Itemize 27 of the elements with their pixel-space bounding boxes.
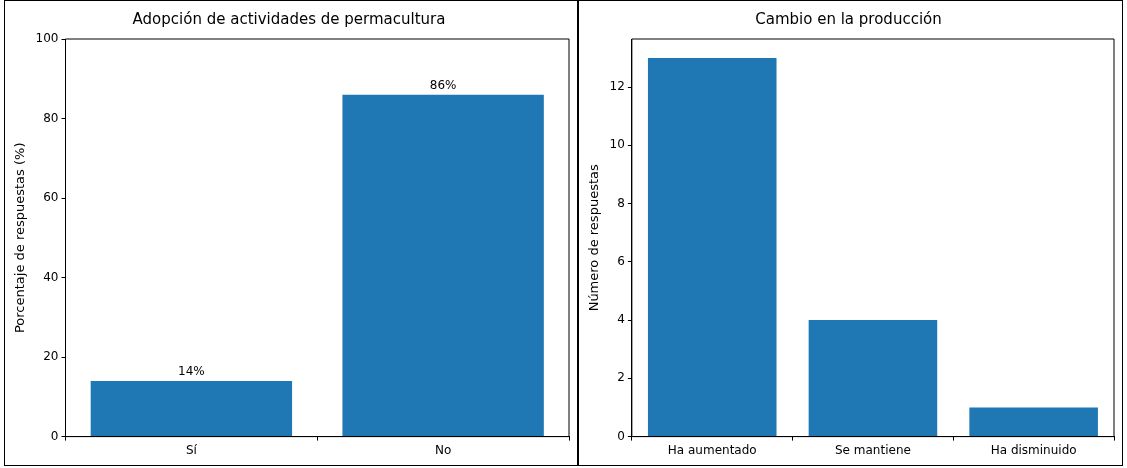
y-tick-label: 12 [609, 79, 625, 94]
y-tick-label: 0 [617, 428, 625, 443]
y-tick-label: 80 [43, 110, 59, 125]
bar [808, 320, 938, 437]
chart-title: Adopción de actividades de permacultura [132, 9, 446, 28]
x-tick-label: Se mantiene [835, 442, 911, 457]
y-tick-label: 40 [43, 269, 59, 284]
x-tick-label: Ha disminuido [990, 442, 1077, 457]
y-tick-label: 100 [35, 31, 59, 46]
data-label: 86% [429, 77, 457, 92]
chart-title: Cambio en la producción [755, 9, 942, 28]
x-tick-label: Sí [185, 442, 198, 457]
y-tick-label: 20 [43, 349, 59, 364]
y-tick-label: 6 [617, 253, 625, 268]
x-tick-label: Ha aumentado [667, 442, 757, 457]
y-tick-label: 2 [617, 370, 625, 385]
y-tick-label: 10 [609, 137, 625, 152]
y-tick-label: 60 [43, 190, 59, 205]
y-tick-label: 4 [617, 312, 625, 327]
y-tick-label: 0 [50, 428, 59, 443]
y-tick-label: 8 [617, 195, 625, 210]
bar [969, 407, 1098, 437]
y-axis-title: Porcentaje de respuestas (%) [12, 142, 28, 334]
bar [647, 57, 777, 437]
y-axis-title: Número de respuestas [586, 164, 602, 312]
x-tick-label: No [434, 442, 452, 457]
data-label: 14% [178, 364, 205, 379]
